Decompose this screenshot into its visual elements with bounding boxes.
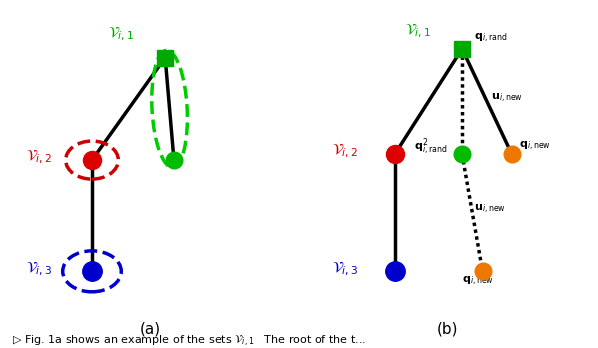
Text: $\mathcal{V}_{i,1}$: $\mathcal{V}_{i,1}$ xyxy=(405,22,431,40)
Text: $\mathcal{V}_{i,3}$: $\mathcal{V}_{i,3}$ xyxy=(26,259,53,278)
Text: $\mathbf{q}_{i,\mathrm{rand}}$: $\mathbf{q}_{i,\mathrm{rand}}$ xyxy=(474,32,507,45)
Text: $\triangleright$ Fig. 1a shows an example of the sets $\mathcal{V}_{i,1}$   The : $\triangleright$ Fig. 1a shows an exampl… xyxy=(12,334,366,348)
Text: $\mathcal{V}_{i,2}$: $\mathcal{V}_{i,2}$ xyxy=(26,148,52,166)
Text: $\mathbf{q}_{i,\mathrm{new}}$: $\mathbf{q}_{i,\mathrm{new}}$ xyxy=(519,140,551,153)
Text: $\mathcal{V}_{i,2}$: $\mathcal{V}_{i,2}$ xyxy=(332,142,358,160)
Text: $\mathbf{q}_{i,\mathrm{new}}$: $\mathbf{q}_{i,\mathrm{new}}$ xyxy=(462,275,494,288)
Text: $\mathbf{q}^{2}_{i,\mathrm{rand}}$: $\mathbf{q}^{2}_{i,\mathrm{rand}}$ xyxy=(414,136,447,157)
Text: $\mathcal{V}_{i,3}$: $\mathcal{V}_{i,3}$ xyxy=(332,259,358,278)
Text: (b): (b) xyxy=(437,321,458,336)
Text: $\mathbf{u}_{i,\mathrm{new}}$: $\mathbf{u}_{i,\mathrm{new}}$ xyxy=(492,92,523,105)
Text: $\mathbf{u}_{i,\mathrm{new}}$: $\mathbf{u}_{i,\mathrm{new}}$ xyxy=(474,203,506,216)
Text: (a): (a) xyxy=(140,321,161,336)
Text: $\mathcal{V}_{i,1}$: $\mathcal{V}_{i,1}$ xyxy=(108,25,135,44)
